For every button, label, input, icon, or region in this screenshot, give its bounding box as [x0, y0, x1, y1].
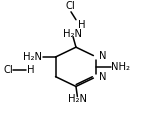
Text: N: N — [99, 72, 106, 82]
Text: NH₂: NH₂ — [111, 62, 130, 72]
Text: H₂N: H₂N — [68, 94, 87, 104]
Text: H: H — [78, 20, 86, 30]
Text: H₂N: H₂N — [63, 29, 82, 39]
Text: H₂N: H₂N — [23, 52, 42, 62]
Text: H: H — [27, 65, 35, 75]
Text: Cl: Cl — [65, 1, 75, 11]
Text: Cl: Cl — [3, 65, 13, 75]
Text: N: N — [99, 51, 106, 61]
